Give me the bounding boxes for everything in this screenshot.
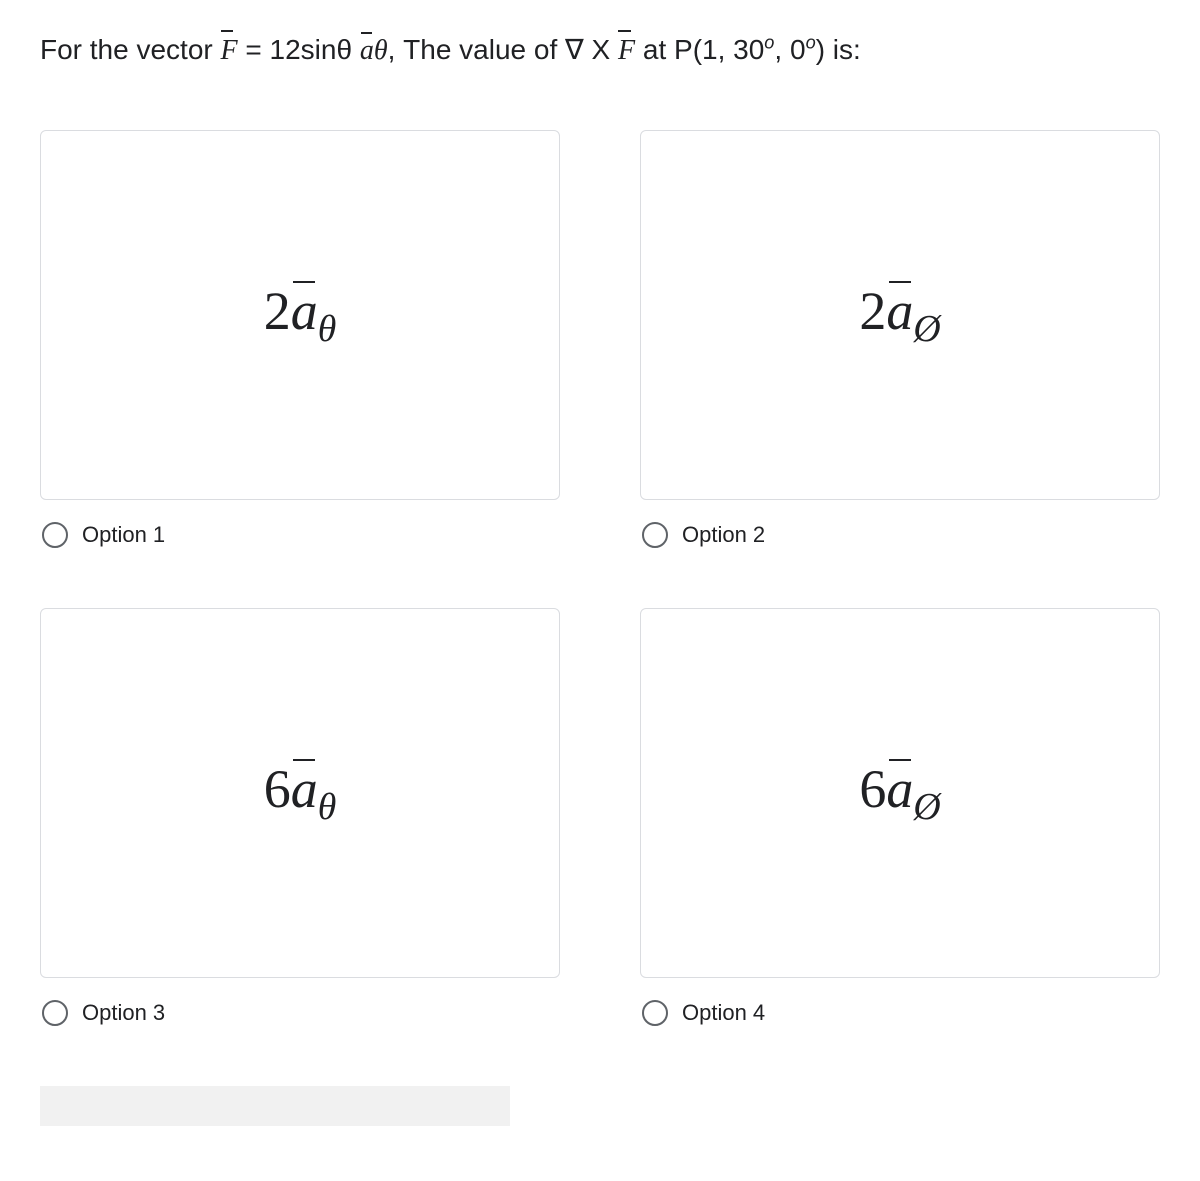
option-math: 6aθ bbox=[264, 758, 337, 829]
option-radio-row[interactable]: Option 3 bbox=[40, 1000, 560, 1026]
option-label: Option 1 bbox=[82, 522, 165, 548]
option-3: 6aθ Option 3 bbox=[40, 608, 560, 1026]
radio-icon[interactable] bbox=[642, 522, 668, 548]
option-4: 6aØ Option 4 bbox=[640, 608, 1160, 1026]
bottom-bar bbox=[40, 1086, 510, 1126]
option-math: 6aØ bbox=[859, 758, 940, 829]
option-card: 2aθ bbox=[40, 130, 560, 500]
option-label: Option 2 bbox=[682, 522, 765, 548]
radio-icon[interactable] bbox=[42, 522, 68, 548]
option-radio-row[interactable]: Option 1 bbox=[40, 522, 560, 548]
option-radio-row[interactable]: Option 2 bbox=[640, 522, 1160, 548]
option-1: 2aθ Option 1 bbox=[40, 130, 560, 548]
question-eq: = 12sinθ bbox=[238, 34, 360, 65]
option-math: 2aθ bbox=[264, 280, 337, 351]
option-card: 6aØ bbox=[640, 608, 1160, 978]
option-label: Option 3 bbox=[82, 1000, 165, 1026]
question-tail: at P(1, 30 bbox=[635, 34, 764, 65]
radio-icon[interactable] bbox=[42, 1000, 68, 1026]
question-mid: , The value of ∇ X bbox=[388, 34, 618, 65]
option-card: 2aØ bbox=[640, 130, 1160, 500]
question-text: For the vector F = 12sinθ aθ, The value … bbox=[40, 30, 1160, 70]
option-card: 6aθ bbox=[40, 608, 560, 978]
option-radio-row[interactable]: Option 4 bbox=[640, 1000, 1160, 1026]
question-prefix: For the vector bbox=[40, 34, 221, 65]
option-math: 2aØ bbox=[859, 280, 940, 351]
option-2: 2aØ Option 2 bbox=[640, 130, 1160, 548]
options-grid: 2aθ Option 1 2aØ Option 2 6aθ Option 3 bbox=[40, 130, 1160, 1026]
radio-icon[interactable] bbox=[642, 1000, 668, 1026]
option-label: Option 4 bbox=[682, 1000, 765, 1026]
